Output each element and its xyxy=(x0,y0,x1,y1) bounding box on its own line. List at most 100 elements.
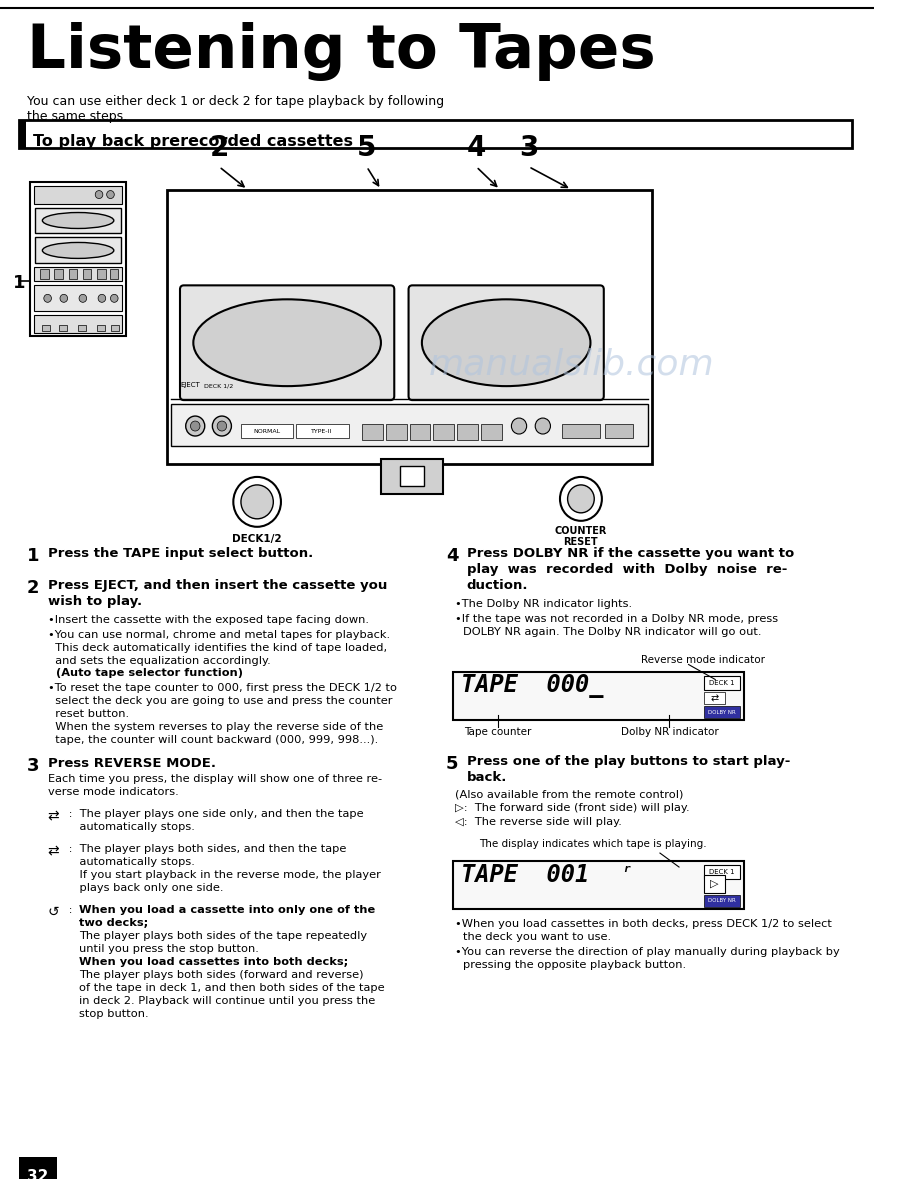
Text: pressing the opposite playback button.: pressing the opposite playback button. xyxy=(463,960,686,969)
Text: The display indicates which tape is playing.: The display indicates which tape is play… xyxy=(479,839,707,849)
Text: r: r xyxy=(622,864,630,874)
Circle shape xyxy=(535,418,551,434)
Text: DECK1/2: DECK1/2 xyxy=(232,533,282,544)
Text: and sets the equalization accordingly.: and sets the equalization accordingly. xyxy=(48,656,271,665)
Text: 4: 4 xyxy=(446,546,458,564)
Text: •The Dolby NR indicator lights.: •The Dolby NR indicator lights. xyxy=(455,599,633,608)
Text: If you start playback in the reverse mode, the player: If you start playback in the reverse mod… xyxy=(65,870,381,880)
Bar xyxy=(172,404,647,446)
Bar xyxy=(97,270,106,279)
Text: DECK 1/2: DECK 1/2 xyxy=(205,383,234,388)
Text: •You can use normal, chrome and metal tapes for playback.: •You can use normal, chrome and metal ta… xyxy=(48,630,390,639)
Bar xyxy=(97,326,105,331)
Text: until you press the stop button.: until you press the stop button. xyxy=(79,943,259,954)
Bar xyxy=(409,424,431,440)
Text: ▷:  The forward side (front side) will play.: ▷: The forward side (front side) will pl… xyxy=(455,803,689,813)
Text: When you load cassettes into both decks;: When you load cassettes into both decks; xyxy=(79,956,348,967)
Bar xyxy=(40,270,49,279)
Text: tape, the counter will count backward (000, 999, 998...).: tape, the counter will count backward (0… xyxy=(48,735,378,745)
Text: The player plays both sides (forward and reverse): The player plays both sides (forward and… xyxy=(79,969,364,980)
Text: •To reset the tape counter to 000, first press the DECK 1/2 to: •To reset the tape counter to 000, first… xyxy=(48,683,397,694)
Text: play  was  recorded  with  Dolby  noise  re-: play was recorded with Dolby noise re- xyxy=(466,563,787,576)
Text: When you load a cassette into only one of the: When you load a cassette into only one o… xyxy=(79,905,375,915)
Text: 5: 5 xyxy=(446,756,458,773)
Circle shape xyxy=(511,418,527,434)
Bar xyxy=(453,672,744,720)
Text: ◁:  The reverse side will play.: ◁: The reverse side will play. xyxy=(455,817,622,827)
Text: 2: 2 xyxy=(27,579,39,596)
Text: the same steps.: the same steps. xyxy=(27,109,127,122)
Text: Press the TAPE input select button.: Press the TAPE input select button. xyxy=(48,546,313,560)
Text: the deck you want to use.: the deck you want to use. xyxy=(463,931,611,942)
Bar xyxy=(111,326,119,331)
Text: 5: 5 xyxy=(357,133,376,162)
Text: Listening to Tapes: Listening to Tapes xyxy=(27,21,655,81)
Circle shape xyxy=(98,295,106,302)
Text: Dolby NR indicator: Dolby NR indicator xyxy=(621,727,719,738)
Text: 3: 3 xyxy=(27,757,39,776)
Ellipse shape xyxy=(422,299,590,386)
Bar xyxy=(481,424,502,440)
Ellipse shape xyxy=(42,242,114,259)
Circle shape xyxy=(95,190,103,198)
Text: automatically stops.: automatically stops. xyxy=(65,822,195,832)
Text: DOLBY NR: DOLBY NR xyxy=(708,710,735,715)
Circle shape xyxy=(218,421,227,431)
Text: Press EJECT, and then insert the cassette you: Press EJECT, and then insert the cassett… xyxy=(48,579,387,592)
Circle shape xyxy=(560,476,602,520)
Text: reset button.: reset button. xyxy=(48,709,129,720)
Circle shape xyxy=(79,295,86,302)
Text: :  The player plays one side only, and then the tape: : The player plays one side only, and th… xyxy=(65,809,364,820)
Circle shape xyxy=(241,485,274,519)
Ellipse shape xyxy=(194,299,381,386)
Bar xyxy=(362,424,383,440)
Bar xyxy=(35,238,121,264)
Bar xyxy=(78,326,85,331)
Text: •You can reverse the direction of play manually during playback by: •You can reverse the direction of play m… xyxy=(455,947,840,956)
Text: •Insert the cassette with the exposed tape facing down.: •Insert the cassette with the exposed ta… xyxy=(48,614,369,625)
Bar xyxy=(35,208,121,234)
Text: (Auto tape selector function): (Auto tape selector function) xyxy=(48,669,242,678)
Text: in deck 2. Playback will continue until you press the: in deck 2. Playback will continue until … xyxy=(79,996,375,1006)
FancyBboxPatch shape xyxy=(180,285,394,400)
Text: ▷: ▷ xyxy=(710,879,719,889)
Text: To play back prerecorded cassettes: To play back prerecorded cassettes xyxy=(33,134,353,148)
Text: TYPE-II: TYPE-II xyxy=(311,429,332,434)
Bar xyxy=(167,190,653,465)
Text: select the deck you are going to use and press the counter: select the deck you are going to use and… xyxy=(48,696,392,707)
Text: Press one of the play buttons to start play-: Press one of the play buttons to start p… xyxy=(466,756,790,769)
Circle shape xyxy=(44,295,51,302)
Text: 2: 2 xyxy=(209,133,229,162)
Text: •When you load cassettes in both decks, press DECK 1/2 to select: •When you load cassettes in both decks, … xyxy=(455,920,832,929)
Text: Each time you press, the display will show one of three re-: Each time you press, the display will sh… xyxy=(48,775,382,784)
Bar xyxy=(453,861,744,909)
Bar xyxy=(19,120,852,147)
Text: TAPE  000_: TAPE 000_ xyxy=(461,675,603,699)
Bar xyxy=(704,865,740,879)
Text: :  The player plays both sides, and then the tape: : The player plays both sides, and then … xyxy=(65,845,346,854)
Text: DECK 1: DECK 1 xyxy=(709,681,734,687)
Text: duction.: duction. xyxy=(466,579,528,592)
Circle shape xyxy=(233,476,281,526)
Text: Tape counter: Tape counter xyxy=(465,727,532,738)
Bar xyxy=(605,424,633,438)
Text: (Also available from the remote control): (Also available from the remote control) xyxy=(455,789,684,800)
Bar xyxy=(34,315,122,334)
Text: EJECT: EJECT xyxy=(181,383,200,388)
Circle shape xyxy=(190,421,200,431)
Bar xyxy=(109,270,118,279)
Text: plays back only one side.: plays back only one side. xyxy=(65,883,223,893)
Text: stop button.: stop button. xyxy=(79,1009,149,1019)
Text: 1: 1 xyxy=(14,274,26,292)
Bar xyxy=(83,270,92,279)
Bar xyxy=(400,466,424,486)
Bar xyxy=(381,459,442,494)
Text: You can use either deck 1 or deck 2 for tape playback by following: You can use either deck 1 or deck 2 for … xyxy=(27,95,443,108)
Bar xyxy=(69,270,77,279)
Text: DECK 1: DECK 1 xyxy=(709,870,734,876)
Circle shape xyxy=(106,190,114,198)
Text: Press DOLBY NR if the cassette you want to: Press DOLBY NR if the cassette you want … xyxy=(466,546,794,560)
Bar xyxy=(297,424,349,438)
Bar xyxy=(241,424,294,438)
Bar xyxy=(59,326,67,331)
